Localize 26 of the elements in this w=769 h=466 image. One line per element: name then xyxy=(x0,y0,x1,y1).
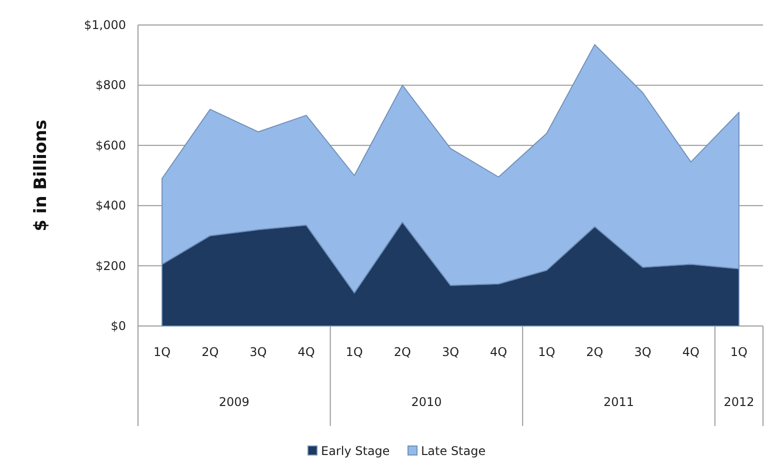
y-tick-label: $800 xyxy=(95,78,126,92)
x-tick-label: 1Q xyxy=(730,345,748,359)
x-tick-label: 4Q xyxy=(298,345,315,359)
text: 2012 xyxy=(724,395,754,409)
x-tick-label: 2Q xyxy=(202,345,219,359)
x-tick-label: 1Q xyxy=(153,345,171,359)
y-tick-label: $1,000 xyxy=(84,18,126,32)
x-tick-label: 2Q xyxy=(586,345,604,359)
y-tick-label: $600 xyxy=(95,138,126,152)
y-axis-title: $ in Billions xyxy=(31,120,51,232)
x-tick-label: 4Q xyxy=(682,345,700,359)
legend-label: Late Stage xyxy=(421,444,486,458)
text: 2010 xyxy=(411,395,442,409)
x-tick-label: 3Q xyxy=(250,345,267,359)
legend-label: Early Stage xyxy=(321,444,390,458)
x-tick-label: 1Q xyxy=(538,345,556,359)
x-tick-label: 1Q xyxy=(346,345,363,359)
text: 2009 xyxy=(218,395,250,409)
x-tick-label: 3Q xyxy=(634,345,652,359)
x-tick-label: 2Q xyxy=(394,345,411,359)
x-tick-label: 4Q xyxy=(490,345,508,359)
x-tick-label: 3Q xyxy=(442,345,460,359)
y-tick-label: $0 xyxy=(110,319,126,333)
y-tick-label: $200 xyxy=(95,258,126,273)
y-tick-label: $400 xyxy=(95,198,126,213)
text: 2011 xyxy=(603,395,634,409)
